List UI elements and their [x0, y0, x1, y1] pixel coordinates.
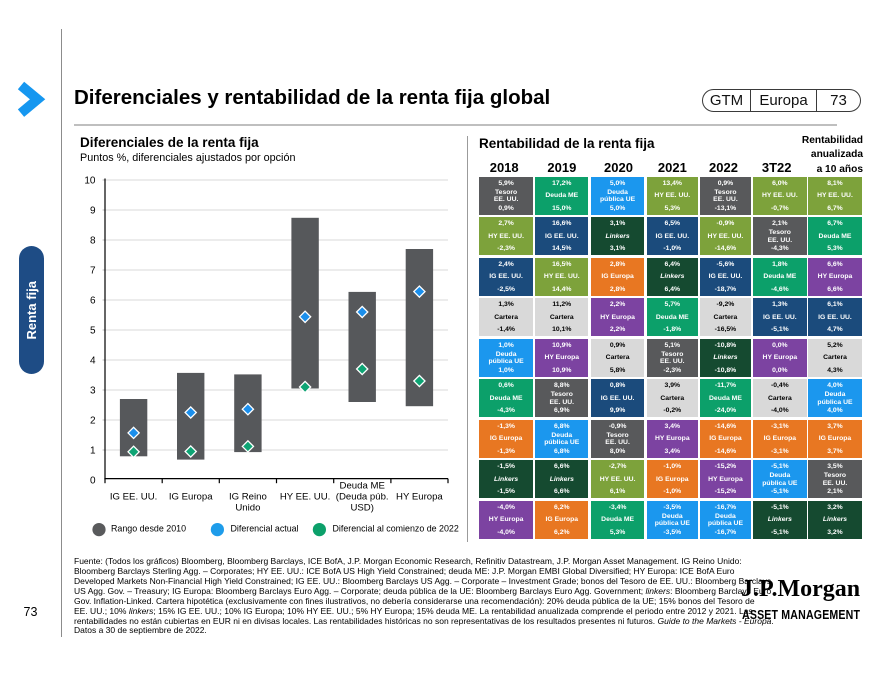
svg-text:8: 8 — [90, 236, 96, 247]
svg-text:1: 1 — [90, 446, 96, 457]
svg-text:IG Europa: IG Europa — [169, 492, 213, 503]
svg-text:0: 0 — [90, 476, 96, 487]
svg-text:3: 3 — [90, 386, 96, 397]
svg-text:USD): USD) — [350, 503, 373, 514]
svg-text:IG EE. UU.: IG EE. UU. — [110, 492, 157, 503]
svg-text:5: 5 — [90, 326, 96, 337]
svg-text:6: 6 — [90, 296, 96, 307]
svg-text:Unido: Unido — [235, 503, 260, 514]
svg-text:Diferencial actual: Diferencial actual — [231, 523, 299, 533]
svg-text:HY EE. UU.: HY EE. UU. — [280, 492, 330, 503]
svg-text:2: 2 — [90, 416, 96, 427]
svg-text:(Deuda púb.: (Deuda púb. — [336, 492, 389, 503]
svg-text:10: 10 — [84, 176, 96, 187]
svg-text:7: 7 — [90, 266, 96, 277]
svg-text:IG Reino: IG Reino — [229, 492, 267, 503]
svg-text:HY Europa: HY Europa — [396, 492, 443, 503]
svg-text:Deuda ME: Deuda ME — [340, 481, 385, 492]
svg-text:9: 9 — [90, 206, 96, 217]
svg-text:Diferencial al comienzo de 202: Diferencial al comienzo de 2022 — [333, 523, 459, 533]
svg-text:4: 4 — [90, 356, 96, 367]
svg-text:Rango desde 2010: Rango desde 2010 — [111, 523, 186, 533]
